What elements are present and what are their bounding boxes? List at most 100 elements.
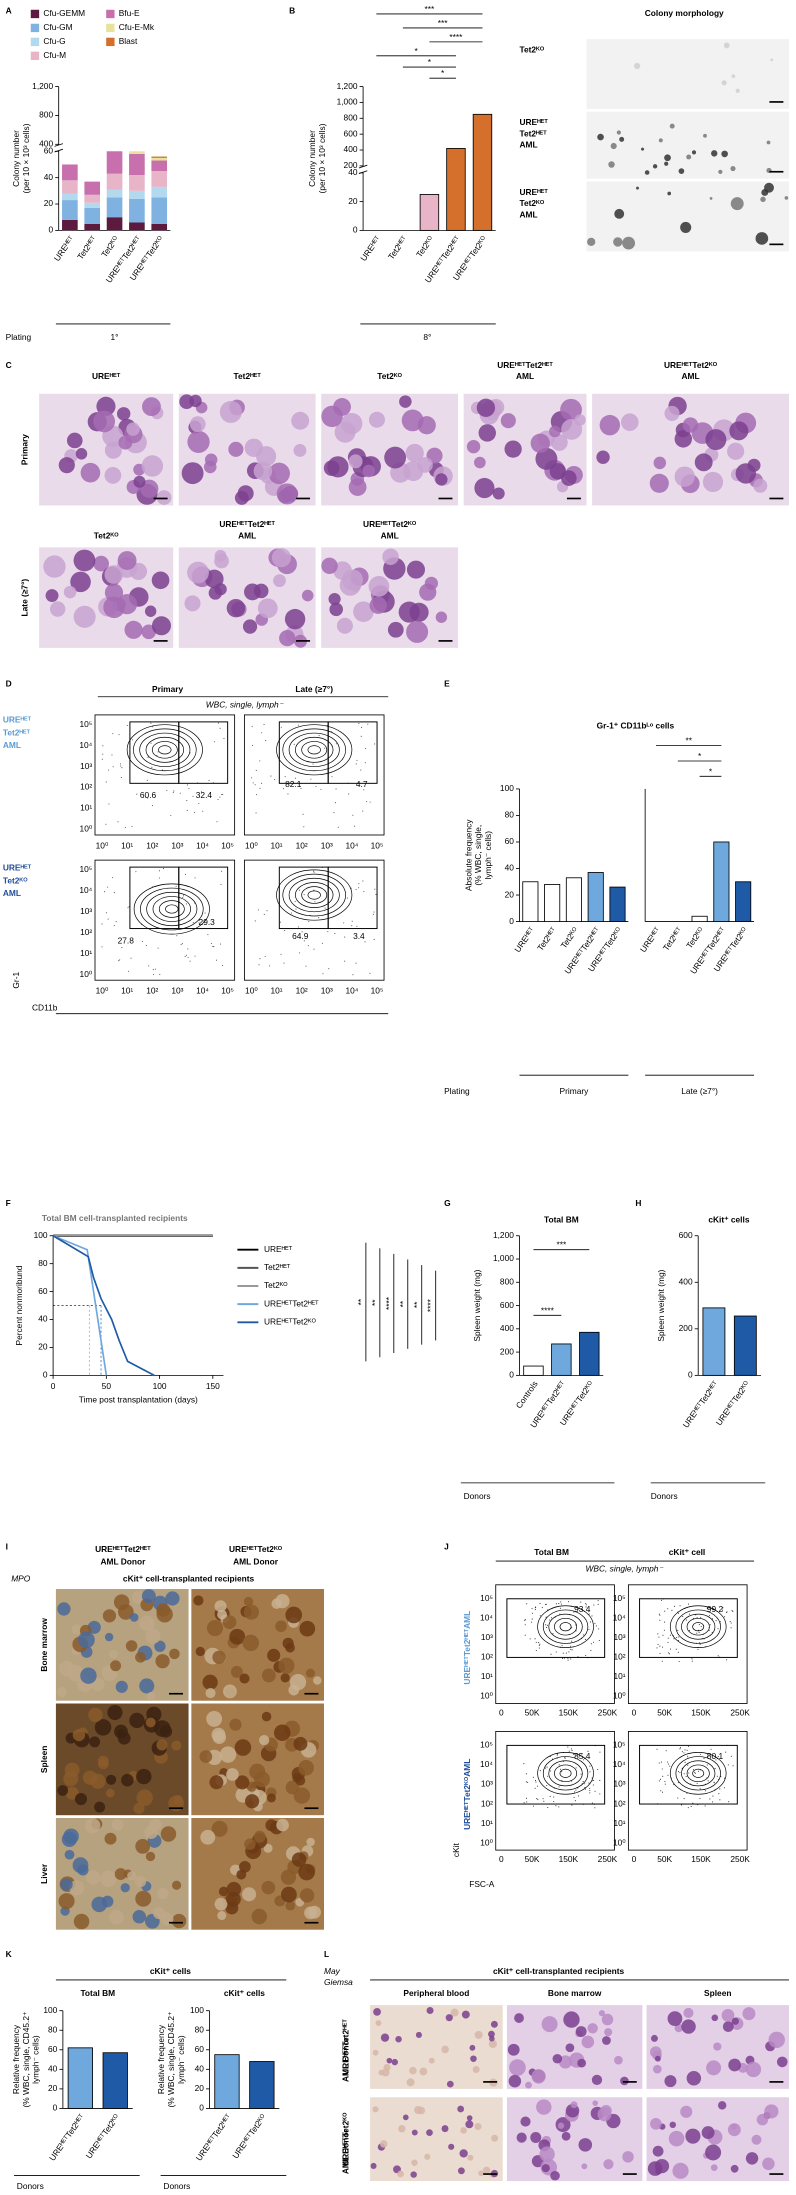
event-dot [181,943,183,945]
chart-title: Total BM [544,1215,579,1225]
event-dot [562,1652,564,1654]
label: cKit⁺ cell [669,1547,705,1557]
cell [435,611,448,623]
cell [292,1773,302,1783]
y-tick-label: 20 [195,2083,205,2093]
cell [268,462,290,485]
cell [60,1878,73,1891]
y-tick-label: 100 [43,2005,57,2015]
cell [160,1912,174,1926]
cell [668,2130,685,2147]
event-dot [185,954,187,956]
y-tick-label: 20 [505,889,515,899]
event-dot [667,1761,669,1763]
cell [306,1837,315,1847]
event-dot [667,1608,669,1610]
cell [104,565,124,584]
event-dot [537,1798,539,1801]
bar [565,877,582,922]
cell [587,2023,598,2034]
event-dot [186,809,188,812]
event-dot [556,1754,558,1756]
cell [428,2057,435,2064]
cell [604,2028,613,2037]
event-dot [669,1634,671,1636]
cell [223,1684,237,1699]
event-dot [730,1627,732,1629]
label: Tet2ᴷᴼ [519,198,544,208]
cell [348,454,363,469]
label: 250K [730,1854,750,1864]
cell [127,1871,137,1881]
event-dot [105,823,107,825]
cell [73,549,96,572]
cell [549,425,561,438]
cell [766,140,771,145]
event-dot [712,1795,714,1797]
bar-segment [84,181,101,195]
cell [372,2106,379,2113]
cell [80,1667,97,1684]
cell [156,1739,168,1751]
contour [295,736,334,763]
event-dot [318,917,320,919]
label: Late (≥7°) [19,579,29,617]
panel-letter: B [289,5,295,15]
contour [681,1760,716,1787]
event-dot [687,1603,690,1605]
cell [470,2055,477,2063]
label: 10⁵ [221,986,234,996]
cell [610,142,617,150]
y-tick-label: 60 [48,2044,58,2054]
label: UREᴴᴱᵀ [3,715,32,725]
panel-letter: C [6,360,12,370]
label: UREᴴᴱᵀTet2ᴷᴼ [229,1544,283,1554]
cell [768,2031,785,2049]
event-dot [550,1617,553,1619]
event-dot [593,1604,595,1606]
cell [686,2071,702,2086]
event-dot [719,1788,721,1790]
cell [650,2034,658,2042]
event-dot [678,1660,680,1662]
label: 4.7 [356,779,368,789]
cell [563,2011,580,2028]
event-dot [552,1632,554,1635]
cell [747,458,761,472]
cell [136,1768,152,1785]
event-dot [284,929,286,932]
label: 10¹ [121,986,133,996]
y-tick-label: 0 [48,225,53,235]
event-dot [677,1612,680,1614]
cell [474,2030,483,2039]
cell [380,2033,390,2042]
cell [165,1591,180,1606]
event-dot [591,1615,593,1617]
label: 150K [691,1854,711,1864]
label: 10⁰ [613,1691,626,1701]
cell [541,2016,558,2033]
cell [228,441,244,457]
cell [406,2078,415,2087]
cell [280,1886,297,1903]
cell [242,1887,257,1902]
event-dot [687,1745,690,1747]
event-dot [571,1627,573,1629]
event-dot [658,1613,660,1615]
event-dot [523,1763,525,1765]
x-tick-label: Tet2ᴷᴼ [414,233,436,259]
cell [550,434,568,451]
cell [685,2128,701,2144]
cell [784,196,789,200]
contour [295,882,334,908]
flow-plot-frame [94,859,236,981]
y-tick-label: 80 [505,810,515,820]
cell [78,1631,95,1649]
bar [544,884,561,922]
event-dot [170,815,172,817]
cell [106,1774,117,1785]
cell [74,1792,88,1806]
cell [244,1794,260,1809]
event-dot [280,953,282,955]
gate [327,721,378,784]
